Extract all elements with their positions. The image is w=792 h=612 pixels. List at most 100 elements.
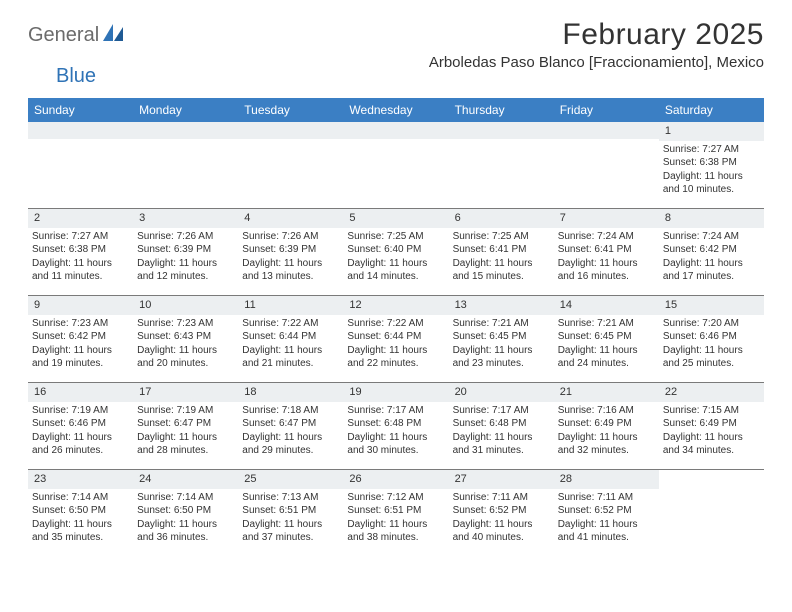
weekday-header: Tuesday xyxy=(238,98,343,122)
day-cell xyxy=(449,122,554,208)
brand-part2: Blue xyxy=(28,65,96,88)
daylight-text: and 32 minutes. xyxy=(558,444,655,458)
daylight-text: Daylight: 11 hours xyxy=(137,344,234,358)
sunset-text: Sunset: 6:38 PM xyxy=(32,243,129,257)
daylight-text: Daylight: 11 hours xyxy=(347,431,444,445)
daylight-text: Daylight: 11 hours xyxy=(663,170,760,184)
day-number: 14 xyxy=(554,296,659,315)
sunset-text: Sunset: 6:51 PM xyxy=(347,504,444,518)
daylight-text: and 21 minutes. xyxy=(242,357,339,371)
sunrise-text: Sunrise: 7:27 AM xyxy=(663,143,760,157)
sunrise-text: Sunrise: 7:23 AM xyxy=(32,317,129,331)
day-cell: 15Sunrise: 7:20 AMSunset: 6:46 PMDayligh… xyxy=(659,296,764,382)
week-row: 9Sunrise: 7:23 AMSunset: 6:42 PMDaylight… xyxy=(28,296,764,383)
day-cell xyxy=(238,122,343,208)
sunrise-text: Sunrise: 7:25 AM xyxy=(347,230,444,244)
sunset-text: Sunset: 6:41 PM xyxy=(453,243,550,257)
day-cell xyxy=(554,122,659,208)
daylight-text: Daylight: 11 hours xyxy=(453,431,550,445)
day-cell: 6 Sunrise: 7:25 AMSunset: 6:41 PMDaylight… xyxy=(449,209,554,295)
day-number: 10 xyxy=(133,296,238,315)
sunrise-text: Sunrise: 7:18 AM xyxy=(242,404,339,418)
daylight-text: and 31 minutes. xyxy=(453,444,550,458)
day-cell: 26Sunrise: 7:12 AMSunset: 6:51 PMDayligh… xyxy=(343,470,448,556)
location-subtitle: Arboledas Paso Blanco [Fraccionamiento],… xyxy=(429,54,764,71)
day-number xyxy=(133,122,238,139)
sunrise-text: Sunrise: 7:11 AM xyxy=(453,491,550,505)
day-cell: 3Sunrise: 7:26 AMSunset: 6:39 PMDaylight… xyxy=(133,209,238,295)
sunset-text: Sunset: 6:46 PM xyxy=(663,330,760,344)
sunset-text: Sunset: 6:44 PM xyxy=(347,330,444,344)
day-cell: 27Sunrise: 7:11 AMSunset: 6:52 PMDayligh… xyxy=(449,470,554,556)
daylight-text: and 36 minutes. xyxy=(137,531,234,545)
day-number: 11 xyxy=(238,296,343,315)
day-cell: 12Sunrise: 7:22 AMSunset: 6:44 PMDayligh… xyxy=(343,296,448,382)
day-number: 17 xyxy=(133,383,238,402)
day-number: 8 xyxy=(659,209,764,228)
sunset-text: Sunset: 6:52 PM xyxy=(558,504,655,518)
sail-icon xyxy=(103,24,125,47)
daylight-text: Daylight: 11 hours xyxy=(242,257,339,271)
day-number: 4 xyxy=(238,209,343,228)
sunset-text: Sunset: 6:46 PM xyxy=(32,417,129,431)
daylight-text: Daylight: 11 hours xyxy=(347,257,444,271)
sunset-text: Sunset: 6:49 PM xyxy=(663,417,760,431)
sunrise-text: Sunrise: 7:11 AM xyxy=(558,491,655,505)
sunrise-text: Sunrise: 7:24 AM xyxy=(663,230,760,244)
sunset-text: Sunset: 6:51 PM xyxy=(242,504,339,518)
day-number xyxy=(449,122,554,139)
day-cell xyxy=(133,122,238,208)
sunrise-text: Sunrise: 7:25 AM xyxy=(453,230,550,244)
daylight-text: and 19 minutes. xyxy=(32,357,129,371)
sunrise-text: Sunrise: 7:16 AM xyxy=(558,404,655,418)
sunset-text: Sunset: 6:52 PM xyxy=(453,504,550,518)
sunrise-text: Sunrise: 7:27 AM xyxy=(32,230,129,244)
daylight-text: Daylight: 11 hours xyxy=(137,431,234,445)
daylight-text: Daylight: 11 hours xyxy=(453,257,550,271)
weekday-header: Thursday xyxy=(449,98,554,122)
sunset-text: Sunset: 6:45 PM xyxy=(558,330,655,344)
day-cell: 19Sunrise: 7:17 AMSunset: 6:48 PMDayligh… xyxy=(343,383,448,469)
sunset-text: Sunset: 6:49 PM xyxy=(558,417,655,431)
week-row: 16 Sunrise: 7:19 AM Sunset: 6:46 PM Dayligh… xyxy=(28,383,764,470)
day-cell xyxy=(28,122,133,208)
sunrise-text: Sunrise: 7:21 AM xyxy=(558,317,655,331)
daylight-text: and 41 minutes. xyxy=(558,531,655,545)
sunset-text: Sunset: 6:48 PM xyxy=(347,417,444,431)
day-number: 21 xyxy=(554,383,659,402)
sunrise-text: Sunrise: 7:23 AM xyxy=(137,317,234,331)
daylight-text: and 22 minutes. xyxy=(347,357,444,371)
day-number: 16 xyxy=(28,383,133,402)
sunrise-text: Sunrise: 7:15 AM xyxy=(663,404,760,418)
weekday-header-row: Sunday Monday Tuesday Wednesday Thursday… xyxy=(28,98,764,122)
daylight-text: Daylight: 11 hours xyxy=(137,257,234,271)
weekday-header: Monday xyxy=(133,98,238,122)
day-cell: 23Sunrise: 7:14 AMSunset: 6:50 PMDayligh… xyxy=(28,470,133,556)
daylight-text: and 15 minutes. xyxy=(453,270,550,284)
day-cell: 28Sunrise: 7:11 AMSunset: 6:52 PMDayligh… xyxy=(554,470,659,556)
title-block: February 2025 Arboledas Paso Blanco [Fra… xyxy=(429,18,764,71)
daylight-text: Daylight: 11 hours xyxy=(137,518,234,532)
day-number: 9 xyxy=(28,296,133,315)
daylight-text: and 35 minutes. xyxy=(32,531,129,545)
daylight-text: and 23 minutes. xyxy=(453,357,550,371)
day-number: 13 xyxy=(449,296,554,315)
sunrise-text: Sunrise: 7:24 AM xyxy=(558,230,655,244)
day-cell: 10Sunrise: 7:23 AMSunset: 6:43 PMDayligh… xyxy=(133,296,238,382)
daylight-text: and 13 minutes. xyxy=(242,270,339,284)
sunrise-text: Sunrise: 7:19 AM xyxy=(137,404,234,418)
daylight-text: Daylight: 11 hours xyxy=(663,257,760,271)
sunrise-text: Sunrise: 7:14 AM xyxy=(137,491,234,505)
sunset-text: Sunset: 6:42 PM xyxy=(32,330,129,344)
sunset-text: Sunset: 6:47 PM xyxy=(137,417,234,431)
day-cell xyxy=(659,470,764,556)
sunrise-text: Sunrise: 7:17 AM xyxy=(347,404,444,418)
weekday-header: Friday xyxy=(554,98,659,122)
sunrise-text: Sunrise: 7:17 AM xyxy=(453,404,550,418)
brand-logo: General xyxy=(28,18,127,47)
sunset-text: Sunset: 6:41 PM xyxy=(558,243,655,257)
day-number: 5 xyxy=(343,209,448,228)
day-cell: 8Sunrise: 7:24 AMSunset: 6:42 PMDaylight… xyxy=(659,209,764,295)
day-number: 6 xyxy=(449,209,554,228)
daylight-text: Daylight: 11 hours xyxy=(32,257,129,271)
